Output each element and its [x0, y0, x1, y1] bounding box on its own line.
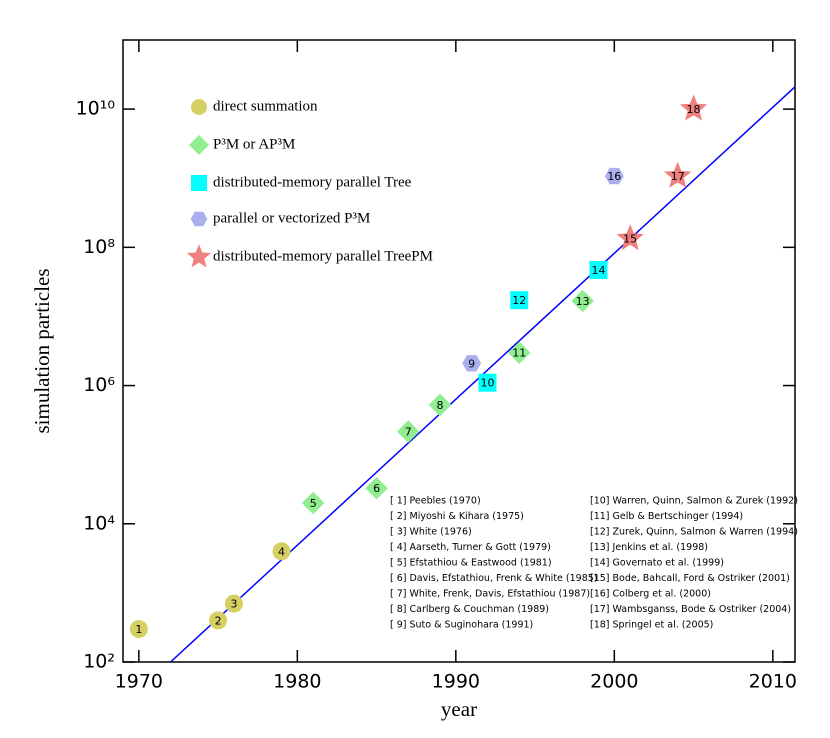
x-tick-label: 2010 — [749, 671, 797, 693]
reference: [ 9] Suto & Suginohara (1991) — [390, 620, 533, 631]
point-label: 9 — [468, 357, 475, 370]
reference: [ 3] White (1976) — [390, 527, 472, 538]
y-tick-label: 10² — [83, 651, 115, 673]
plot-frame — [122, 39, 796, 663]
point-label: 11 — [512, 347, 526, 360]
data-point — [571, 289, 594, 313]
data-point — [397, 420, 420, 443]
point-label: 10 — [481, 377, 495, 390]
x-tick-label: 1980 — [273, 671, 321, 693]
point-label: 14 — [591, 264, 605, 277]
data-point — [478, 373, 497, 392]
data-point — [209, 611, 228, 630]
reference: [ 6] Davis, Efstathiou, Frenk & White (1… — [390, 573, 598, 584]
legend-marker — [191, 99, 207, 115]
point-label: 4 — [278, 545, 285, 558]
reference: [10] Warren, Quinn, Salmon & Zurek (1992… — [590, 496, 798, 507]
reference: [13] Jenkins et al. (1998) — [590, 542, 708, 553]
point-label: 18 — [687, 103, 701, 116]
y-tick-label: 10¹⁰ — [76, 98, 115, 120]
point-label: 7 — [405, 426, 412, 439]
data-point — [616, 224, 644, 251]
reference: [ 7] White, Frenk, Davis, Efstathiou (19… — [390, 589, 590, 600]
point-label: 12 — [512, 294, 526, 307]
data-point — [428, 393, 452, 417]
point-label: 3 — [230, 598, 237, 611]
data-point — [272, 542, 291, 561]
legend-marker — [189, 135, 209, 155]
x-tick-label: 1970 — [115, 671, 163, 693]
reference: [14] Governato et al. (1999) — [590, 558, 724, 569]
data-point — [462, 355, 482, 372]
point-label: 5 — [310, 497, 317, 510]
data-point — [679, 94, 708, 121]
data-point — [664, 161, 692, 188]
point-label: 13 — [576, 295, 590, 308]
legend-label: P³M or AP³M — [213, 136, 295, 152]
data-point — [301, 491, 325, 515]
legend-label: distributed-memory parallel TreePM — [213, 248, 433, 264]
reference: [11] Gelb & Bertschinger (1994) — [590, 511, 743, 522]
data-point — [510, 291, 529, 310]
reference: [ 8] Carlberg & Couchman (1989) — [390, 604, 549, 615]
reference: [12] Zurek, Quinn, Salmon & Warren (1994… — [590, 527, 798, 538]
reference: [ 1] Peebles (1970) — [390, 496, 481, 507]
data-point — [604, 167, 624, 185]
reference: [18] Springel et al. (2005) — [590, 620, 713, 631]
legend-label: parallel or vectorized P³M — [213, 210, 370, 226]
data-point — [508, 341, 531, 364]
y-tick-label: 10⁴ — [83, 512, 115, 534]
point-label: 2 — [215, 614, 222, 627]
y-tick-label: 10⁸ — [83, 236, 115, 258]
point-label: 8 — [436, 399, 443, 412]
legend-label: distributed-memory parallel Tree — [213, 174, 412, 190]
reference: [16] Colberg et al. (2000) — [590, 589, 711, 600]
point-label: 6 — [373, 482, 380, 495]
reference: [17] Wambsganss, Bode & Ostriker (2004) — [590, 604, 791, 615]
data-point — [224, 594, 243, 613]
reference: [ 5] Efstathiou & Eastwood (1981) — [390, 558, 552, 569]
y-tick-label: 10⁶ — [83, 374, 115, 396]
legend-marker — [190, 211, 208, 227]
legend-label: direct summation — [213, 98, 318, 114]
reference: [ 2] Miyoshi & Kihara (1975) — [390, 511, 524, 522]
point-label: 15 — [623, 233, 637, 246]
point-label: 16 — [607, 170, 621, 183]
data-point — [589, 260, 608, 279]
x-axis-label: year — [441, 697, 477, 721]
y-axis-label: simulation particles — [30, 268, 54, 433]
x-tick-label: 1990 — [432, 671, 480, 693]
legend-marker — [186, 244, 212, 268]
data-point — [365, 476, 388, 500]
reference: [ 4] Aarseth, Turner & Gott (1979) — [390, 542, 551, 553]
reference: [15] Bode, Bahcall, Ford & Ostriker (200… — [590, 573, 790, 584]
point-label: 17 — [671, 170, 685, 183]
legend-marker — [191, 175, 207, 191]
x-tick-label: 2000 — [590, 671, 638, 693]
data-point — [129, 620, 148, 639]
point-label: 1 — [135, 623, 142, 636]
